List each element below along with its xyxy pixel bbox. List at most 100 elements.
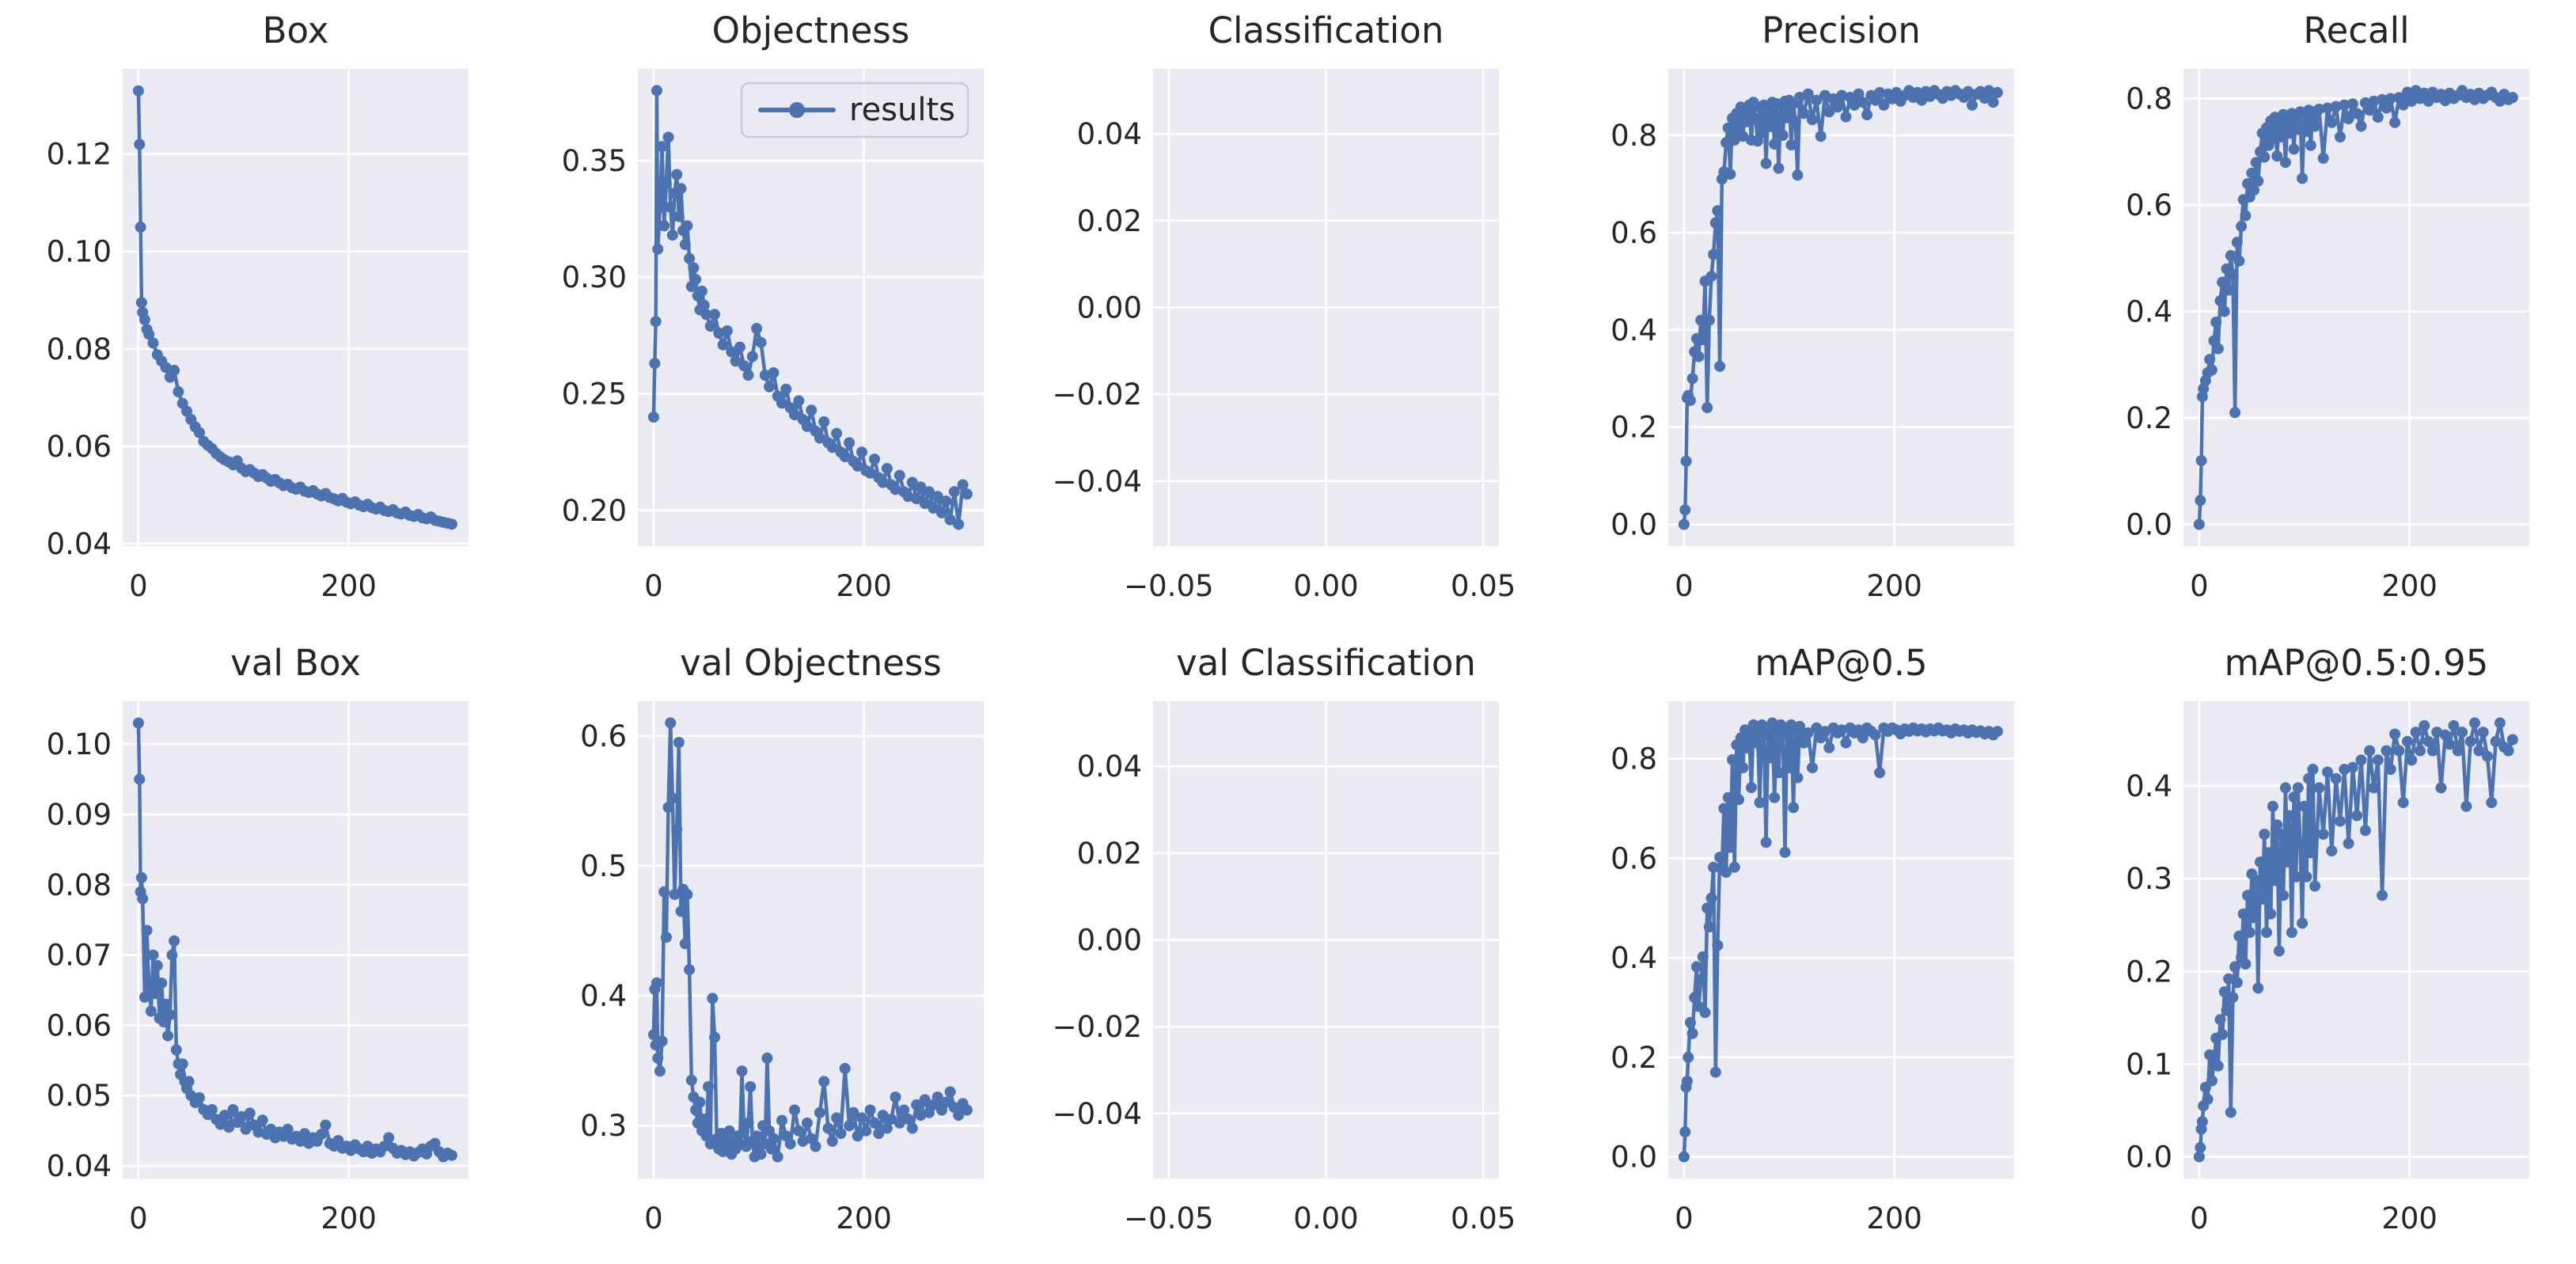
svg-text:0.8: 0.8 [1610,119,1657,153]
svg-text:200: 200 [321,1201,377,1236]
svg-text:0: 0 [1675,569,1694,603]
svg-text:0.4: 0.4 [1610,941,1657,975]
svg-text:−0.05: −0.05 [1124,569,1213,603]
svg-text:0.12: 0.12 [47,138,112,172]
svg-text:0.04: 0.04 [47,1149,112,1183]
chart-title: mAP@0.5:0.95 [2224,641,2489,684]
chart-title: val Box [230,641,361,684]
subplot-val-objectness: val Objectness 0.3 0.4 0.5 0.6 0 200 [515,632,1030,1264]
svg-text:0.6: 0.6 [2126,188,2172,222]
svg-text:0.4: 0.4 [2126,769,2172,803]
subplot-objectness: Objectness 0.20 0.25 0.30 0.35 0 200 results [515,0,1030,632]
val-box-plot-canvas: 0.04 0.05 0.06 0.07 0.08 0.09 0.10 0 200 [47,700,469,1236]
svg-text:0: 0 [644,569,663,603]
svg-text:−0.02: −0.02 [1053,1010,1142,1044]
svg-text:0: 0 [2190,569,2209,603]
svg-text:0.05: 0.05 [1451,1201,1516,1236]
svg-text:0.8: 0.8 [1610,742,1657,776]
svg-text:0.30: 0.30 [562,260,627,294]
precision-plot-canvas: 0.0 0.2 0.4 0.6 0.8 0 200 [1610,69,2014,603]
svg-text:200: 200 [836,569,892,603]
chart-title: Objectness [711,9,910,51]
subplot-precision: Precision 0.0 0.2 0.4 0.6 0.8 0 200 [1546,0,2061,632]
legend-results: results [740,82,969,139]
svg-text:0.00: 0.00 [1293,569,1358,603]
svg-text:0.10: 0.10 [47,727,112,761]
svg-text:0.4: 0.4 [580,979,627,1013]
svg-text:0.1: 0.1 [2126,1047,2172,1081]
chart-title: val Classification [1176,641,1476,684]
val-classification-plot-canvas: 0.04 0.02 0.00 −0.02 −0.04 −0.05 0.00 0.05 [1053,700,1516,1236]
svg-text:0: 0 [644,1201,663,1236]
svg-text:0.0: 0.0 [2126,508,2172,542]
svg-text:0.2: 0.2 [2126,955,2172,989]
svg-text:200: 200 [1866,1201,1922,1236]
svg-text:−0.04: −0.04 [1053,1096,1142,1130]
svg-text:results: results [849,92,955,128]
svg-text:0.6: 0.6 [1610,216,1657,250]
svg-text:200: 200 [2381,569,2438,603]
svg-text:0.09: 0.09 [47,797,112,831]
svg-text:200: 200 [2381,1201,2438,1236]
svg-text:0.06: 0.06 [47,1008,112,1042]
recall-plot-canvas: 0.0 0.2 0.4 0.6 0.8 0 200 [2126,69,2529,603]
subplot-val-box: val Box 0.04 0.05 0.06 0.07 0.08 0.09 0.10 0 200 [0,632,515,1264]
subplot-map50-95: mAP@0.5:0.95 0.0 0.1 0.2 0.3 0.4 0 200 [2061,632,2576,1264]
chart-title: Classification [1208,9,1444,51]
svg-text:0.05: 0.05 [47,1079,112,1113]
svg-text:0.08: 0.08 [47,332,112,366]
svg-text:0.0: 0.0 [2126,1140,2172,1174]
svg-text:0.00: 0.00 [1077,291,1142,325]
chart-title: val Objectness [680,641,942,684]
svg-text:0.6: 0.6 [1610,841,1657,875]
svg-text:0.00: 0.00 [1077,923,1142,957]
svg-text:−0.05: −0.05 [1124,1201,1213,1236]
svg-text:0.4: 0.4 [2126,295,2172,329]
val-objectness-plot-canvas: 0.3 0.4 0.5 0.6 0 200 [580,700,984,1236]
svg-text:0.02: 0.02 [1077,836,1142,870]
svg-text:0: 0 [2190,1201,2209,1236]
svg-text:0.02: 0.02 [1077,204,1142,238]
svg-text:0.2: 0.2 [1610,411,1657,445]
objectness-plot-canvas: 0.20 0.25 0.30 0.35 0 200 results [562,69,984,603]
box-plot-canvas: 0.04 0.06 0.08 0.10 0.12 0 200 [47,69,469,603]
subplot-classification: Classification 0.04 0.02 0.00 −0.02 −0.04 −0.… [1030,0,1546,632]
subplot-recall: Recall 0.0 0.2 0.4 0.6 0.8 0 200 [2061,0,2576,632]
svg-text:0.25: 0.25 [562,378,627,412]
svg-text:0.5: 0.5 [580,848,627,883]
svg-text:0.6: 0.6 [580,719,627,753]
svg-text:200: 200 [321,569,377,603]
svg-text:200: 200 [836,1201,892,1236]
chart-title: Precision [1762,9,1921,51]
svg-text:0.04: 0.04 [47,527,112,561]
svg-text:0.00: 0.00 [1293,1201,1358,1236]
subplot-val-classification: val Classification 0.04 0.02 0.00 −0.02 −0.0… [1030,632,1546,1264]
map50-plot-canvas: 0.0 0.2 0.4 0.6 0.8 0 200 [1610,700,2014,1236]
map50-95-plot-canvas: 0.0 0.1 0.2 0.3 0.4 0 200 [2126,700,2529,1236]
svg-text:0.20: 0.20 [562,494,627,528]
classification-plot-canvas: 0.04 0.02 0.00 −0.02 −0.04 −0.05 0.00 0.05 [1053,69,1516,603]
svg-text:0.4: 0.4 [1610,313,1657,347]
chart-title: Recall [2303,9,2410,51]
svg-text:0.07: 0.07 [47,938,112,972]
svg-text:0.05: 0.05 [1451,569,1516,603]
svg-text:0.10: 0.10 [47,235,112,269]
svg-text:0.04: 0.04 [1077,117,1142,151]
svg-text:0.04: 0.04 [1077,750,1142,784]
svg-text:0: 0 [129,1201,148,1236]
chart-title: Box [262,9,329,51]
svg-text:200: 200 [1866,569,1922,603]
svg-text:−0.02: −0.02 [1053,378,1142,412]
svg-text:0.0: 0.0 [1610,1140,1657,1174]
svg-text:0: 0 [129,569,148,603]
svg-text:−0.04: −0.04 [1053,465,1142,499]
subplot-box: Box 0.04 0.06 0.08 0.10 0.12 0 200 [0,0,515,632]
svg-text:0.3: 0.3 [2126,862,2172,896]
svg-text:0.3: 0.3 [580,1109,627,1143]
svg-text:0.35: 0.35 [562,144,627,178]
chart-title: mAP@0.5 [1755,641,1928,684]
svg-text:0: 0 [1675,1201,1694,1236]
svg-text:0.06: 0.06 [47,430,112,464]
svg-text:0.0: 0.0 [1610,508,1657,542]
